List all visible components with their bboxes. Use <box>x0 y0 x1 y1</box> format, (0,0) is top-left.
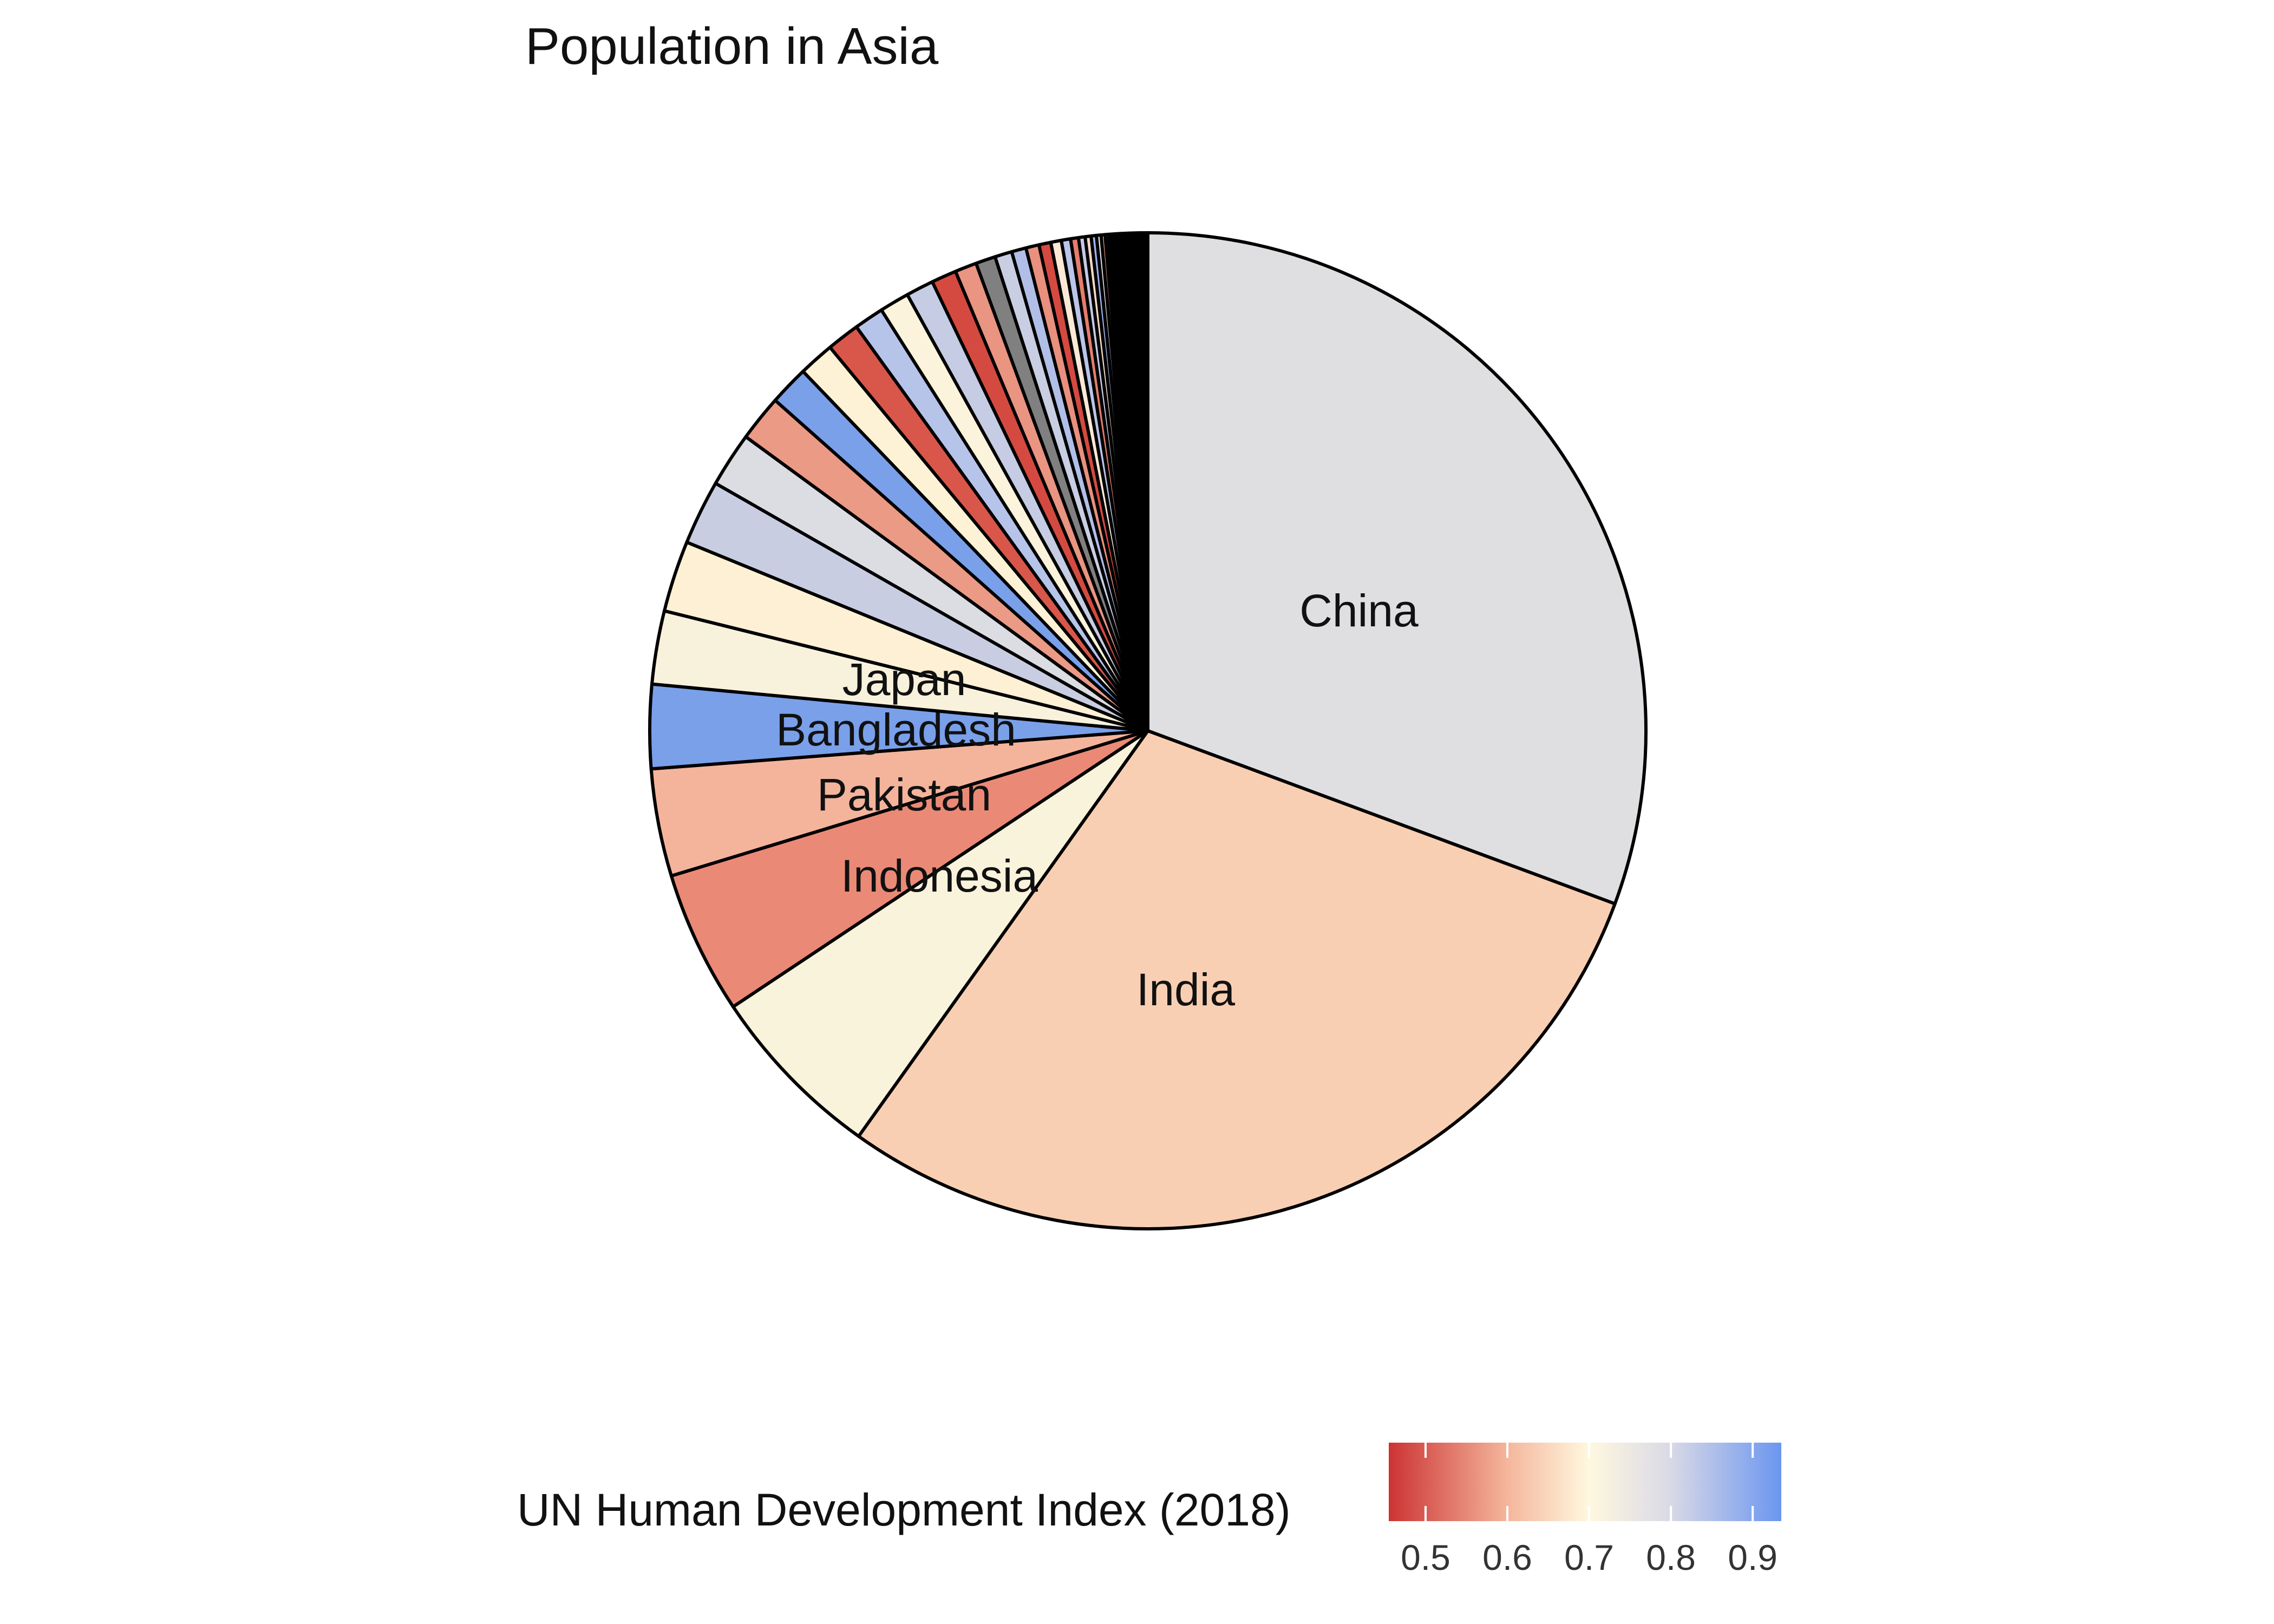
legend-colorbar <box>1389 1443 1781 1521</box>
pie-slice-35 <box>1109 231 1149 732</box>
legend-tick-label: 0.8 <box>1646 1537 1696 1577</box>
slice-label-indonesia: Indonesia <box>841 850 1038 901</box>
pie-labels: China India Indonesia Pakistan BangladeshJap… <box>776 585 1419 1015</box>
pie-slices <box>648 231 1648 1230</box>
legend: UN Human Development Index (2018) 0.5 0.6… <box>517 1443 1781 1577</box>
slice-label-bangladesh: Bangladesh <box>776 704 1016 755</box>
legend-tick-label: 0.6 <box>1482 1537 1532 1577</box>
legend-ticks: 0.5 0.6 0.7 0.8 0.9 <box>1401 1443 1778 1577</box>
pie-slice-pakistan <box>669 729 1149 1009</box>
legend-title: UN Human Development Index (2018) <box>517 1484 1291 1535</box>
slice-label-japan: Japan <box>842 654 966 705</box>
pie-slice-india <box>857 729 1617 1230</box>
slice-label-china: China <box>1299 585 1419 636</box>
legend-tick-label: 0.9 <box>1728 1537 1778 1577</box>
legend-tick-label: 0.7 <box>1564 1537 1614 1577</box>
legend-tick-label: 0.5 <box>1401 1537 1450 1577</box>
chart-title: Population in Asia <box>525 17 939 75</box>
slice-label-pakistan: Pakistan <box>817 769 991 820</box>
pie-slice-indonesia <box>731 729 1149 1138</box>
slice-label-india: India <box>1136 964 1235 1015</box>
pie-slice-china <box>1146 231 1648 906</box>
